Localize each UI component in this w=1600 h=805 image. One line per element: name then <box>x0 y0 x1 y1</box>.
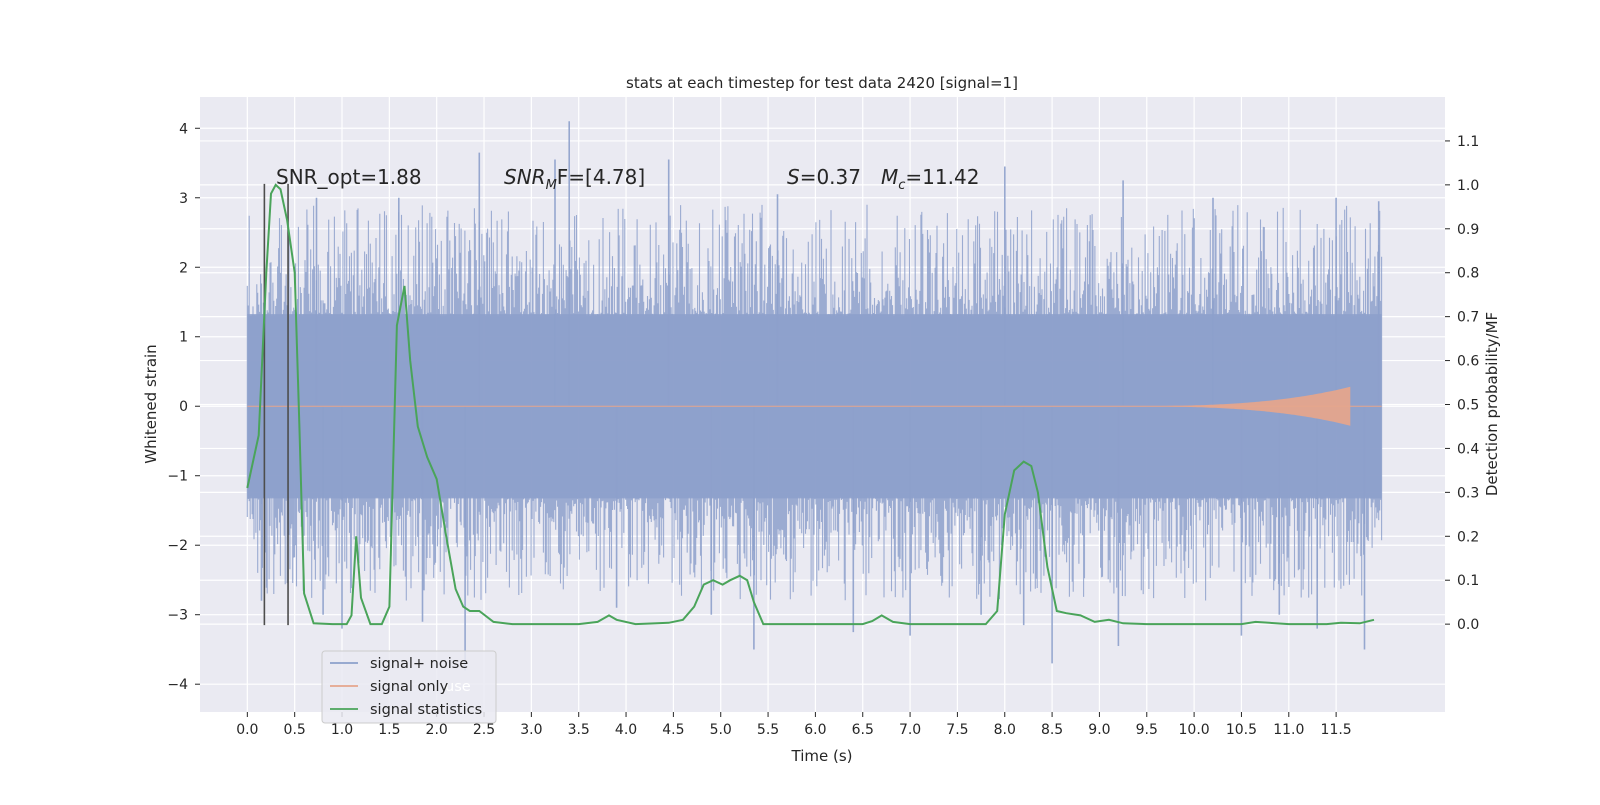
s-annotation: S=0.37 <box>787 165 861 189</box>
x-tick-label: 10.5 <box>1226 722 1257 738</box>
legend-label-signal-statistics: signal statistics <box>370 702 482 718</box>
y-tick-label-left: −4 <box>167 677 188 693</box>
x-tick-label: 9.0 <box>1088 722 1110 738</box>
x-tick-label: 5.5 <box>757 722 779 738</box>
snr-mf-subscript: M <box>546 178 557 193</box>
x-tick-label: 8.5 <box>1041 722 1063 738</box>
x-tick-label: 8.0 <box>994 722 1016 738</box>
x-tick-label: 10.0 <box>1179 722 1210 738</box>
y-tick-label-left: 1 <box>179 330 188 346</box>
snr-mf-label: SNR <box>504 165 546 189</box>
x-tick-label: 0.0 <box>236 722 258 738</box>
x-tick-label: 9.5 <box>1136 722 1158 738</box>
x-tick-label: 6.0 <box>804 722 826 738</box>
x-tick-label: 6.5 <box>852 722 874 738</box>
x-tick-label: 3.0 <box>520 722 542 738</box>
y-axis-label-right: Detection probability/MF <box>1483 312 1501 496</box>
snr-mf-value: F=[4.78] <box>557 165 645 189</box>
snr-mf-annotation: SNRMF=[4.78] <box>504 165 645 193</box>
signal-only-series <box>247 386 1382 426</box>
x-tick-label: 2.0 <box>426 722 448 738</box>
y-axis-label-left: Whitened strain <box>142 344 160 463</box>
y-tick-label-right: 0.8 <box>1457 266 1479 282</box>
y-tick-label-right: 0.6 <box>1457 354 1479 370</box>
x-tick-label: 11.0 <box>1273 722 1304 738</box>
y-tick-label-right: 0.4 <box>1457 441 1479 457</box>
x-tick-label: 3.5 <box>568 722 590 738</box>
y-tick-label-left: 2 <box>179 260 188 276</box>
y-tick-label-left: −3 <box>167 608 188 624</box>
y-tick-label-left: 3 <box>179 191 188 207</box>
y-tick-label-left: 4 <box>179 121 188 137</box>
s-value: =0.37 <box>800 165 861 189</box>
chart-title: stats at each timestep for test data 242… <box>626 74 1018 92</box>
x-tick-label: 1.5 <box>378 722 400 738</box>
y-tick-label-right: 0.2 <box>1457 529 1479 545</box>
x-tick-label: 2.5 <box>473 722 495 738</box>
x-tick-label: 4.5 <box>662 722 684 738</box>
x-tick-label: 4.0 <box>615 722 637 738</box>
axis-ticks: 0.0 0.5 1.0 1.5 2.0 2.5 3.0 3.5 4.0 4.5 5.0 5.5 6.0 6… <box>167 121 1479 738</box>
snr-opt-annotation: SNR_opt=1.88 <box>276 165 422 189</box>
signal-only-chirp <box>1099 386 1351 426</box>
x-tick-label: 1.0 <box>331 722 353 738</box>
x-axis-label: Time (s) <box>791 747 853 765</box>
x-tick-label: 7.0 <box>899 722 921 738</box>
y-tick-label-right: 1.1 <box>1457 134 1479 150</box>
legend-ghost-text: use <box>445 679 471 695</box>
x-tick-label: 0.5 <box>284 722 306 738</box>
signal-statistics-series <box>246 183 1375 626</box>
x-tick-label: 5.0 <box>710 722 732 738</box>
legend-box <box>321 650 497 724</box>
s-label: S <box>787 165 800 189</box>
y-tick-label-right: 0.9 <box>1457 222 1479 238</box>
legend: use signal+ noise signal only signal sta… <box>321 650 497 724</box>
signal-statistics-line <box>246 183 1375 626</box>
mc-value: =11.42 <box>905 165 979 189</box>
x-tick-label: 11.5 <box>1321 722 1352 738</box>
mc-annotation: Mc=11.42 <box>881 165 979 193</box>
y-tick-label-left: 0 <box>179 399 188 415</box>
y-tick-label-right: 0.1 <box>1457 573 1479 589</box>
mc-label: M <box>881 165 898 189</box>
y-tick-label-right: 0.0 <box>1457 617 1479 633</box>
y-tick-label-left: −2 <box>167 538 188 554</box>
x-tick-label: 7.5 <box>946 722 968 738</box>
noise-spikes <box>260 121 1380 671</box>
y-tick-label-right: 0.3 <box>1457 485 1479 501</box>
y-tick-label-right: 0.7 <box>1457 310 1479 326</box>
legend-label-signal-noise: signal+ noise <box>370 656 468 672</box>
y-tick-label-right: 1.0 <box>1457 178 1479 194</box>
legend-label-signal-only: signal only <box>370 679 449 695</box>
mc-subscript: c <box>898 178 905 193</box>
y-tick-label-right: 0.5 <box>1457 398 1479 414</box>
y-tick-label-left: −1 <box>167 469 188 485</box>
vertical-markers <box>263 183 289 626</box>
